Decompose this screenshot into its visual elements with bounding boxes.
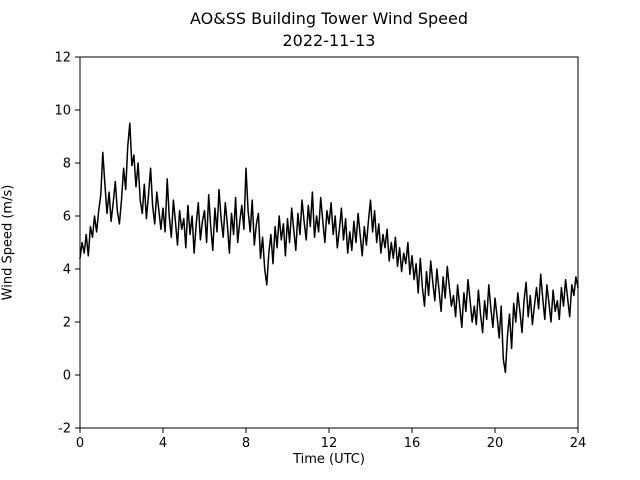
chart-title: AO&SS Building Tower Wind Speed xyxy=(189,9,468,28)
x-tick-label: 0 xyxy=(76,436,84,451)
y-tick-label: 2 xyxy=(63,316,71,331)
x-axis-label: Time (UTC) xyxy=(293,452,365,467)
chart-title-block: AO&SS Building Tower Wind Speed 2022-11-… xyxy=(80,8,578,52)
x-tick-label: 8 xyxy=(242,436,250,451)
y-tick-label: 6 xyxy=(63,210,71,225)
y-tick-label: -2 xyxy=(58,422,71,437)
chart-subtitle: 2022-11-13 xyxy=(282,31,376,50)
axes-frame xyxy=(79,56,579,429)
x-tick-label: 4 xyxy=(159,436,167,451)
y-tick-label: 8 xyxy=(63,157,71,172)
x-tick-label: 20 xyxy=(487,436,504,451)
x-tick-label: 24 xyxy=(570,436,587,451)
plot-line xyxy=(79,122,579,374)
x-tick-label: 16 xyxy=(404,436,421,451)
x-tick-label: 12 xyxy=(321,436,338,451)
y-tick-label: 12 xyxy=(54,51,71,66)
y-tick-label: 0 xyxy=(63,369,71,384)
y-tick-label: 10 xyxy=(54,104,71,119)
y-tick-label: 4 xyxy=(63,263,71,278)
